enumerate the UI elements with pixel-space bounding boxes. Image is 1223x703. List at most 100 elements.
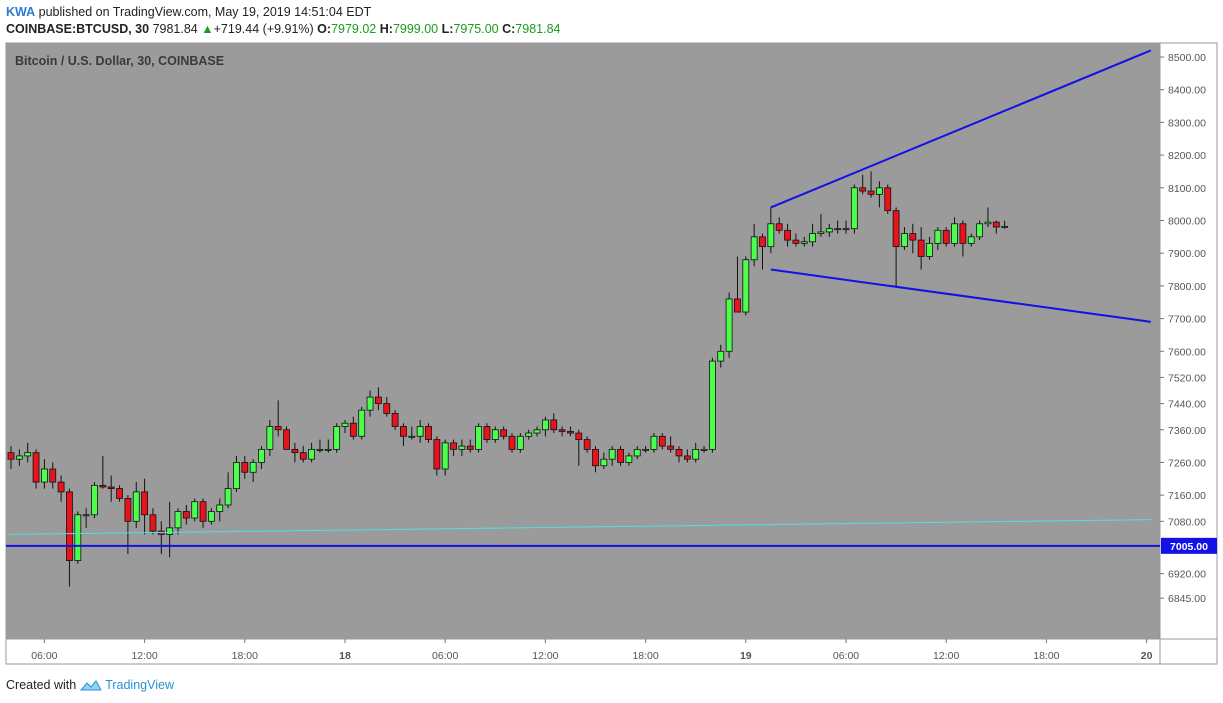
candle-up[interactable]	[224, 488, 232, 506]
candle-down[interactable]	[433, 439, 441, 470]
candle-up[interactable]	[91, 484, 98, 516]
candle-down[interactable]	[558, 429, 566, 432]
candle-up[interactable]	[408, 435, 416, 438]
channel-upper-line[interactable]	[770, 49, 1152, 209]
candle-down[interactable]	[49, 468, 57, 483]
candle-up[interactable]	[725, 298, 733, 352]
candle-up[interactable]	[842, 228, 850, 231]
candle-up[interactable]	[216, 504, 224, 512]
candle-up[interactable]	[934, 229, 942, 244]
candle-down[interactable]	[391, 413, 399, 427]
candle-down[interactable]	[500, 429, 508, 437]
candle-up[interactable]	[850, 187, 858, 230]
candle-up[interactable]	[41, 468, 48, 483]
candle-up[interactable]	[491, 429, 499, 440]
candle-up[interactable]	[767, 223, 775, 248]
candle-up[interactable]	[800, 241, 808, 244]
candle-down[interactable]	[274, 426, 282, 431]
candle-down[interactable]	[667, 445, 675, 450]
candle-up[interactable]	[834, 228, 842, 231]
candle-down[interactable]	[859, 187, 867, 192]
candle-up[interactable]	[516, 435, 524, 450]
candle-down[interactable]	[450, 442, 457, 450]
candle-up[interactable]	[692, 448, 700, 460]
channel-lower-line[interactable]	[770, 268, 1151, 323]
candle-up[interactable]	[191, 501, 199, 519]
candle-down[interactable]	[784, 229, 791, 241]
candle-up[interactable]	[650, 435, 658, 450]
candle-up[interactable]	[809, 233, 816, 243]
author-name[interactable]: KWA	[6, 5, 36, 19]
candle-up[interactable]	[600, 458, 608, 467]
candle-down[interactable]	[617, 448, 624, 463]
candle-down[interactable]	[775, 223, 783, 231]
candle-down[interactable]	[867, 190, 875, 195]
candle-down[interactable]	[884, 187, 892, 212]
candle-up[interactable]	[633, 448, 641, 457]
candle-up[interactable]	[174, 511, 182, 529]
candle-down[interactable]	[959, 223, 967, 244]
candle-up[interactable]	[742, 259, 750, 313]
candle-down[interactable]	[149, 514, 157, 532]
candle-up[interactable]	[750, 236, 758, 261]
candle-up[interactable]	[341, 422, 349, 427]
candle-down[interactable]	[466, 445, 474, 450]
candle-down[interactable]	[483, 426, 491, 440]
candle-down[interactable]	[7, 452, 15, 460]
candle-down[interactable]	[550, 419, 558, 431]
candle-down[interactable]	[508, 435, 516, 450]
candle-down[interactable]	[66, 491, 73, 561]
candle-down[interactable]	[658, 435, 666, 447]
candle-up[interactable]	[74, 514, 82, 561]
candle-up[interactable]	[1001, 225, 1009, 228]
candle-up[interactable]	[901, 233, 908, 248]
candle-up[interactable]	[709, 360, 716, 450]
ascending-trend-line[interactable]	[6, 519, 1151, 535]
candle-down[interactable]	[583, 439, 591, 450]
candle-down[interactable]	[374, 396, 382, 405]
candle-up[interactable]	[358, 409, 366, 437]
candle-up[interactable]	[24, 452, 32, 457]
candle-down[interactable]	[291, 448, 299, 454]
candle-up[interactable]	[533, 429, 541, 434]
candle-down[interactable]	[917, 239, 925, 257]
candle-down[interactable]	[567, 430, 574, 434]
candle-up[interactable]	[333, 426, 341, 450]
candle-down[interactable]	[759, 236, 766, 248]
tradingview-logo-icon[interactable]	[80, 679, 103, 691]
candle-up[interactable]	[249, 462, 257, 473]
candle-up[interactable]	[324, 448, 332, 451]
candle-down[interactable]	[792, 239, 800, 244]
candle-up[interactable]	[542, 419, 549, 431]
candle-up[interactable]	[525, 432, 533, 437]
candle-up[interactable]	[817, 231, 825, 234]
candle-up[interactable]	[967, 236, 975, 244]
candle-down[interactable]	[575, 432, 583, 440]
candle-up[interactable]	[416, 426, 424, 437]
candle-up[interactable]	[926, 242, 933, 257]
candle-down[interactable]	[99, 484, 107, 488]
candle-up[interactable]	[976, 223, 983, 238]
candle-up[interactable]	[258, 448, 265, 463]
candle-down[interactable]	[400, 426, 407, 437]
candle-down[interactable]	[182, 511, 190, 519]
candle-down[interactable]	[892, 210, 900, 248]
candle-up[interactable]	[876, 187, 883, 195]
candle-down[interactable]	[425, 426, 432, 440]
candle-down[interactable]	[283, 429, 290, 450]
candle-down[interactable]	[57, 481, 65, 493]
candle-up[interactable]	[207, 511, 215, 522]
candle-down[interactable]	[241, 462, 249, 473]
candle-down[interactable]	[909, 233, 917, 241]
candle-up[interactable]	[700, 448, 708, 451]
candle-down[interactable]	[942, 229, 950, 244]
candle-down[interactable]	[734, 298, 741, 313]
candle-down[interactable]	[992, 221, 1000, 228]
candle-up[interactable]	[316, 448, 324, 451]
candle-up[interactable]	[132, 491, 140, 522]
time-axis[interactable]	[6, 639, 1160, 664]
candle-down[interactable]	[675, 448, 683, 457]
candle-up[interactable]	[984, 221, 992, 225]
candle-up[interactable]	[825, 228, 833, 233]
chart-pane[interactable]	[6, 43, 1160, 639]
